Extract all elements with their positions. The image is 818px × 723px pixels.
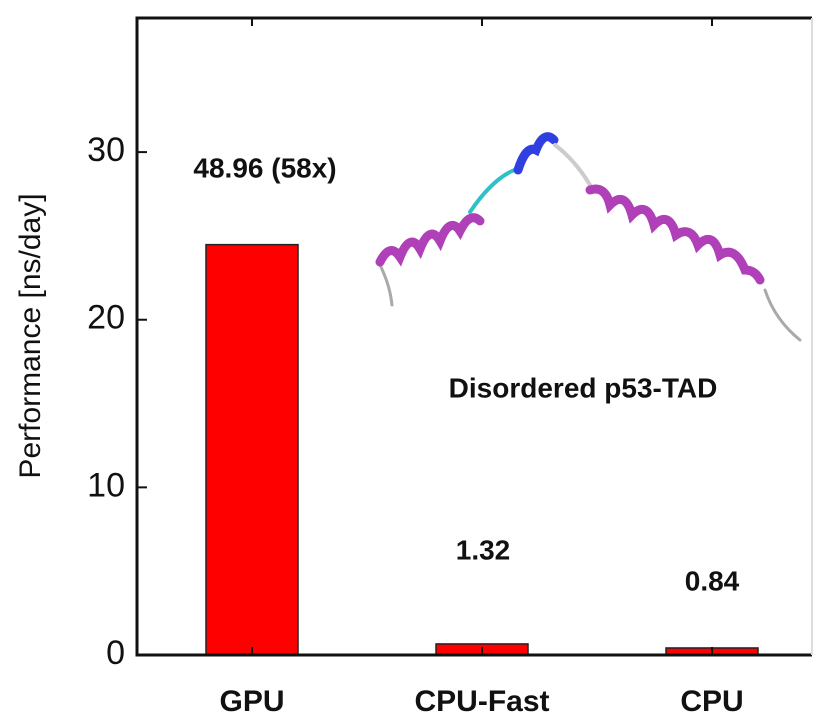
axes-frame [135,16,812,657]
annotation: 48.96 (58x) [193,152,336,183]
x-tick-label: CPU [680,685,743,718]
y-tick-label: 10 [87,466,125,504]
bar [205,243,299,656]
annotation: 1.32 [456,534,511,565]
x-tick-label: CPU-Fast [414,685,549,718]
y-axis-label: Performance [ns/day] [14,193,47,478]
protein-illustration [375,132,802,342]
y-tick-label: 0 [106,634,125,672]
y-tick-label: 30 [87,131,125,169]
x-tick-label: GPU [219,685,284,718]
y-tick-label: 20 [87,299,125,337]
annotation: 0.84 [685,565,740,596]
annotation: Disordered p53-TAD [449,372,718,403]
